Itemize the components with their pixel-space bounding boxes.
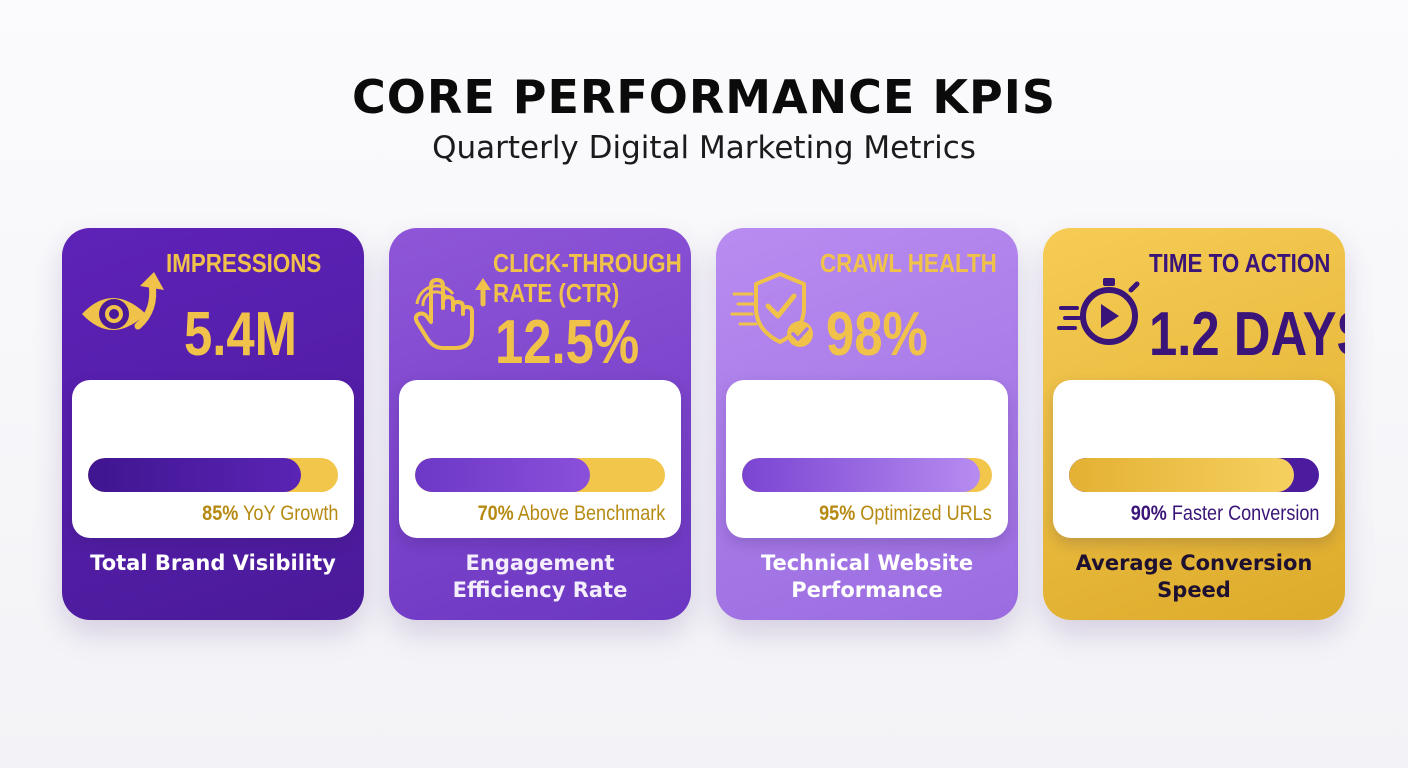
kpi-label: IMPRESSIONS (166, 248, 322, 278)
shield-check-icon (730, 264, 822, 354)
kpi-description-line2: Performance (791, 578, 943, 602)
progress-panel: 70% Above Benchmark (399, 380, 681, 538)
kpi-value: 12.5% (495, 308, 640, 377)
kpi-label: CRAWL HEALTH (820, 248, 997, 278)
progress-caption: 70% Above Benchmark (477, 502, 665, 526)
progress-panel: 85% YoY Growth (72, 380, 354, 538)
kpi-description-line1: Engagement (465, 551, 615, 575)
kpi-description: Average Conversion Speed (1043, 550, 1345, 604)
progress-bar-fill (88, 458, 301, 492)
stopwatch-icon (1057, 264, 1149, 354)
progress-panel: 90% Faster Conversion (1053, 380, 1335, 538)
progress-caption-value: 90% (1130, 502, 1167, 525)
progress-caption-text: Optimized URLs (860, 502, 992, 525)
progress-caption: 95% Optimized URLs (819, 502, 992, 526)
kpi-description: Total Brand Visibility (90, 551, 336, 575)
progress-bar-fill (1069, 458, 1294, 492)
progress-bar (742, 458, 992, 492)
kpi-card-crawl-health: CRAWL HEALTH 98% 95% Optimized URLs Tech… (716, 228, 1018, 620)
kpi-description-line1: Technical Website (760, 551, 974, 575)
progress-caption-text: Faster Conversion (1171, 502, 1319, 525)
page-subtitle: Quarterly Digital Marketing Metrics (432, 130, 976, 166)
page-title: CORE PERFORMANCE KPIS (352, 70, 1056, 124)
progress-caption-text: YoY Growth (242, 502, 338, 525)
kpi-label-line1: CLICK-THROUGH (493, 248, 682, 278)
kpi-card-time-to-action: TIME TO ACTION 1.2 DAYS 90% Faster Conve… (1043, 228, 1345, 620)
progress-bar-fill (415, 458, 590, 492)
progress-bar (88, 458, 338, 492)
progress-bar-fill (742, 458, 980, 492)
kpi-description-line2: Efficiency Rate (452, 578, 628, 602)
progress-bar (1069, 458, 1319, 492)
kpi-label: TIME TO ACTION (1149, 248, 1331, 278)
progress-caption-value: 70% (477, 502, 514, 525)
progress-caption-value: 95% (819, 502, 856, 525)
progress-caption-text: Above Benchmark (517, 502, 665, 525)
kpi-card-ctr: CLICK-THROUGH RATE (CTR) 12.5% 70% Above… (389, 228, 691, 620)
kpi-description-line2: Speed (1157, 578, 1231, 602)
eye-growth-icon (76, 264, 168, 354)
kpi-value: 5.4M (184, 300, 298, 369)
progress-caption: 90% Faster Conversion (1130, 502, 1319, 526)
kpi-value: 98% (826, 300, 928, 369)
kpi-description-line1: Average Conversion (1075, 551, 1313, 575)
hand-click-icon (403, 264, 495, 354)
progress-caption: 85% YoY Growth (202, 502, 338, 526)
kpi-label: CLICK-THROUGH RATE (CTR) (493, 248, 682, 308)
kpi-label-line2: RATE (CTR) (493, 278, 620, 308)
kpi-description: Technical Website Performance (716, 550, 1018, 604)
kpi-card-impressions: IMPRESSIONS 5.4M 85% YoY Growth Total Br… (62, 228, 364, 620)
progress-panel: 95% Optimized URLs (726, 380, 1008, 538)
progress-caption-value: 85% (201, 502, 238, 525)
kpi-value: 1.2 DAYS (1149, 300, 1345, 369)
kpi-description: Engagement Efficiency Rate (389, 550, 691, 604)
progress-bar (415, 458, 665, 492)
